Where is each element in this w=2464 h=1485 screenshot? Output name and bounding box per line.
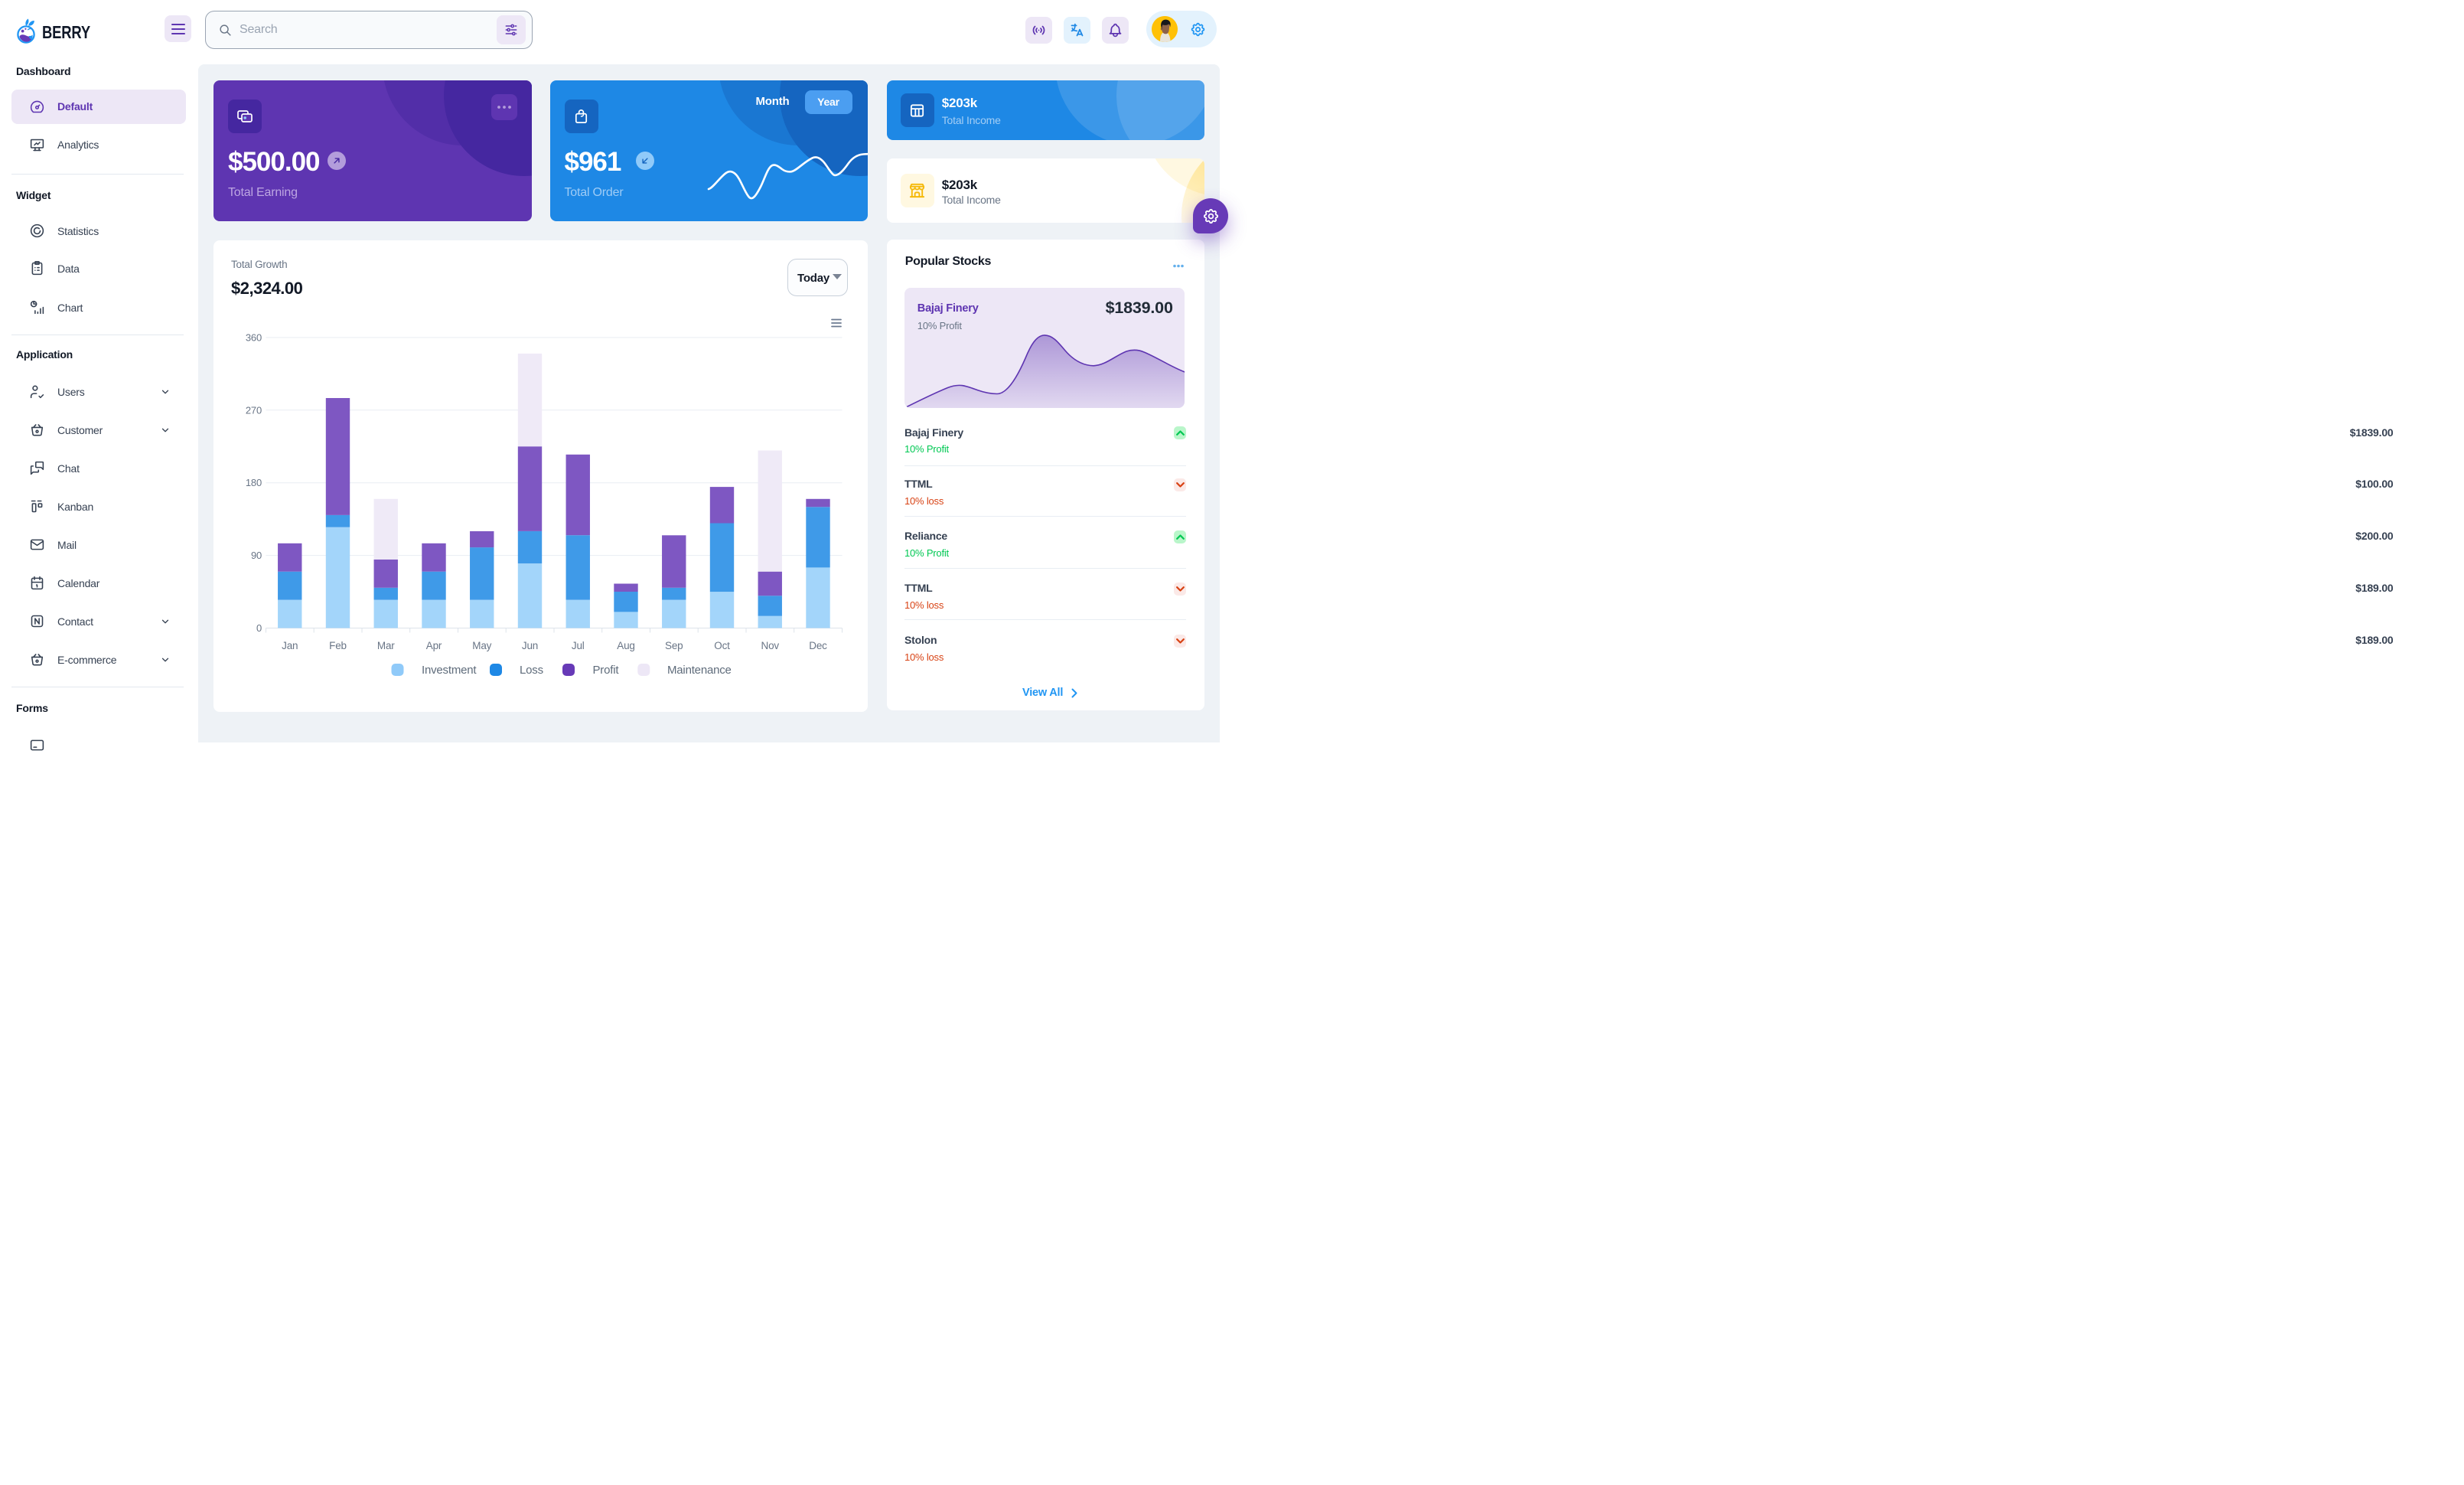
svg-text:Maintenance: Maintenance bbox=[667, 664, 732, 677]
svg-text:May: May bbox=[472, 640, 491, 651]
svg-text:Nov: Nov bbox=[761, 640, 779, 651]
svg-text:Feb: Feb bbox=[329, 640, 347, 651]
svg-text:Profit: Profit bbox=[592, 664, 619, 677]
svg-text:Investment: Investment bbox=[422, 664, 477, 677]
svg-text:Loss: Loss bbox=[520, 664, 543, 677]
svg-text:270: 270 bbox=[245, 404, 261, 416]
svg-text:90: 90 bbox=[250, 550, 261, 561]
svg-text:Aug: Aug bbox=[617, 640, 634, 651]
svg-text:Apr: Apr bbox=[425, 640, 442, 651]
svg-text:Jan: Jan bbox=[282, 640, 298, 651]
svg-text:Mar: Mar bbox=[376, 640, 394, 651]
svg-text:Sep: Sep bbox=[665, 640, 683, 651]
svg-text:180: 180 bbox=[245, 477, 261, 488]
svg-text:360: 360 bbox=[245, 331, 261, 343]
svg-text:Dec: Dec bbox=[809, 640, 827, 651]
svg-text:Jun: Jun bbox=[521, 640, 537, 651]
svg-text:0: 0 bbox=[256, 622, 261, 634]
svg-text:Oct: Oct bbox=[714, 640, 730, 651]
svg-text:Jul: Jul bbox=[571, 640, 584, 651]
